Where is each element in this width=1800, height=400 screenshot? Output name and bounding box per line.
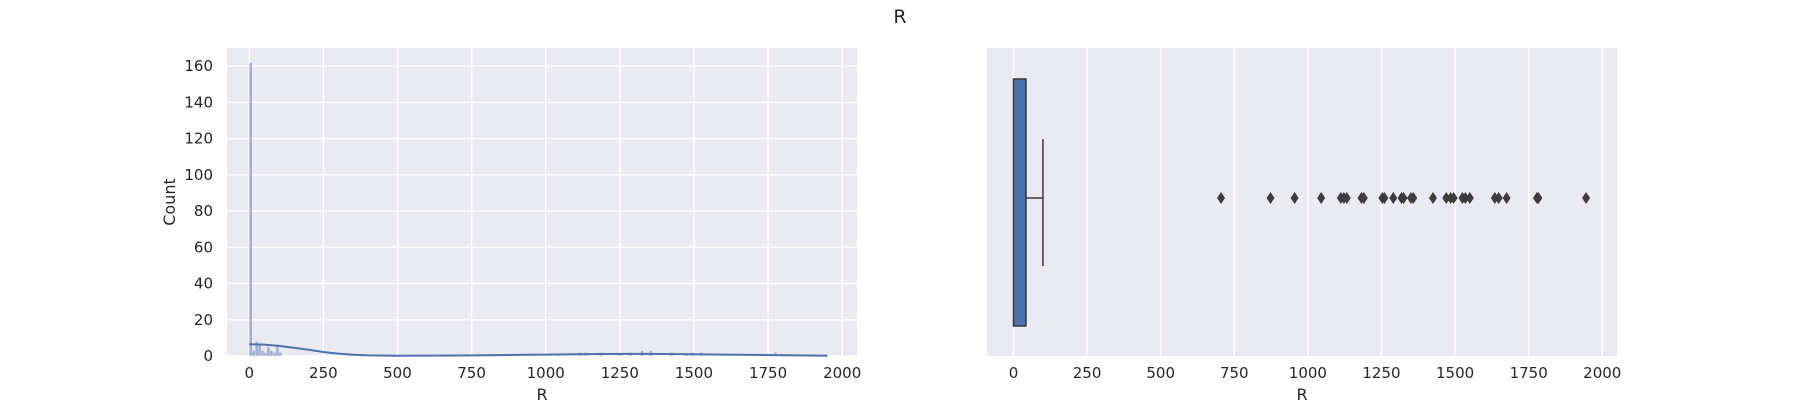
boxplot-outlier-point xyxy=(1317,192,1326,204)
boxplot-x-tick-label: 1000 xyxy=(1289,364,1327,382)
histogram-x-tick-label: 250 xyxy=(309,364,338,382)
boxplot-x-tick-label: 2000 xyxy=(1583,364,1621,382)
histogram-x-tick-label: 2000 xyxy=(823,364,861,382)
histogram-x-tick-label: 1750 xyxy=(749,364,787,382)
boxplot-outlier-point xyxy=(1409,192,1418,204)
histogram-bar xyxy=(272,352,277,357)
boxplot-x-tick-label: 500 xyxy=(1146,364,1175,382)
boxplot-outlier-point xyxy=(1534,192,1543,204)
histogram-bar xyxy=(248,62,253,357)
boxplot-x-axis-label: R xyxy=(1296,385,1307,400)
boxplot-body xyxy=(1012,78,1044,327)
boxplot-outlier-point xyxy=(1449,192,1458,204)
boxplot-x-tick-label: 750 xyxy=(1220,364,1249,382)
boxplot-outlier-point xyxy=(1461,192,1470,204)
histogram-y-tick-label: 140 xyxy=(184,93,213,111)
boxplot-box xyxy=(1012,78,1027,327)
boxplot-outlier-point xyxy=(1465,192,1474,204)
figure-title: R xyxy=(893,6,907,28)
histogram-bar xyxy=(269,350,274,357)
boxplot-outlier-point xyxy=(1266,192,1275,204)
boxplot-x-tick-label: 1500 xyxy=(1436,364,1474,382)
histogram-gridlines xyxy=(227,48,857,357)
histogram-bar xyxy=(278,352,283,357)
boxplot-x-tick-label: 0 xyxy=(1009,364,1019,382)
histogram-y-tick-label: 60 xyxy=(194,238,213,256)
histogram-x-tick-label: 750 xyxy=(457,364,486,382)
boxplot-outlier-point xyxy=(1429,192,1438,204)
histogram-x-axis-label: R xyxy=(536,385,547,400)
histogram-x-tick-label: 0 xyxy=(244,364,254,382)
histogram-bar xyxy=(260,350,265,357)
kde-line xyxy=(249,343,828,357)
boxplot-x-tick-label: 250 xyxy=(1073,364,1102,382)
histogram-x-tick-labels: 0 250 500 750 1000 1250 1500 1750 2000 xyxy=(244,364,861,382)
boxplot-outlier-point xyxy=(1389,192,1398,204)
boxplot-panel: 0 250 500 750 1000 1250 1500 1750 2000 R xyxy=(987,48,1621,400)
histogram-y-tick-label: 0 xyxy=(203,347,213,365)
boxplot-outlier-point xyxy=(1502,192,1511,204)
histogram-y-axis-label: Count xyxy=(160,178,179,226)
histogram-bar xyxy=(251,350,256,357)
histogram-bar xyxy=(257,343,262,357)
boxplot-outlier-point xyxy=(1582,192,1591,204)
boxplot-outlier-point xyxy=(1399,192,1408,204)
histogram-plot-area xyxy=(227,48,857,356)
histogram-y-tick-label: 120 xyxy=(184,130,213,148)
histogram-bar xyxy=(266,346,271,357)
histogram-y-tick-label: 160 xyxy=(184,57,213,75)
boxplot-outlier-point xyxy=(1290,192,1299,204)
boxplot-outlier-point xyxy=(1342,192,1351,204)
boxplot-x-tick-label: 1250 xyxy=(1362,364,1400,382)
histogram-x-tick-label: 1500 xyxy=(675,364,713,382)
histogram-y-tick-label: 80 xyxy=(194,202,213,220)
boxplot-outlier-point xyxy=(1494,192,1503,204)
boxplot-x-tick-label: 1750 xyxy=(1510,364,1548,382)
histogram-y-tick-labels: 0 20 40 60 80 100 120 140 160 xyxy=(184,57,213,365)
histogram-y-tick-label: 40 xyxy=(194,275,213,293)
histogram-x-tick-label: 500 xyxy=(383,364,412,382)
boxplot-x-tick-labels: 0 250 500 750 1000 1250 1500 1750 2000 xyxy=(1009,364,1622,382)
boxplot-outlier-point xyxy=(1217,192,1226,204)
histogram-y-tick-label: 20 xyxy=(194,311,213,329)
boxplot-outlier-point xyxy=(1380,192,1389,204)
boxplot-outliers xyxy=(1217,192,1591,204)
boxplot-outlier-point xyxy=(1442,192,1451,204)
boxplot-plot-area xyxy=(987,48,1617,356)
histogram-bar xyxy=(263,352,268,357)
histogram-y-tick-label: 100 xyxy=(184,166,213,184)
histogram-panel: 0 250 500 750 1000 1250 1500 1750 2000 0 20 40 60 80… xyxy=(160,48,861,400)
histogram-x-tick-label: 1250 xyxy=(601,364,639,382)
boxplot-outlier-point xyxy=(1359,192,1368,204)
histogram-x-tick-label: 1000 xyxy=(527,364,565,382)
